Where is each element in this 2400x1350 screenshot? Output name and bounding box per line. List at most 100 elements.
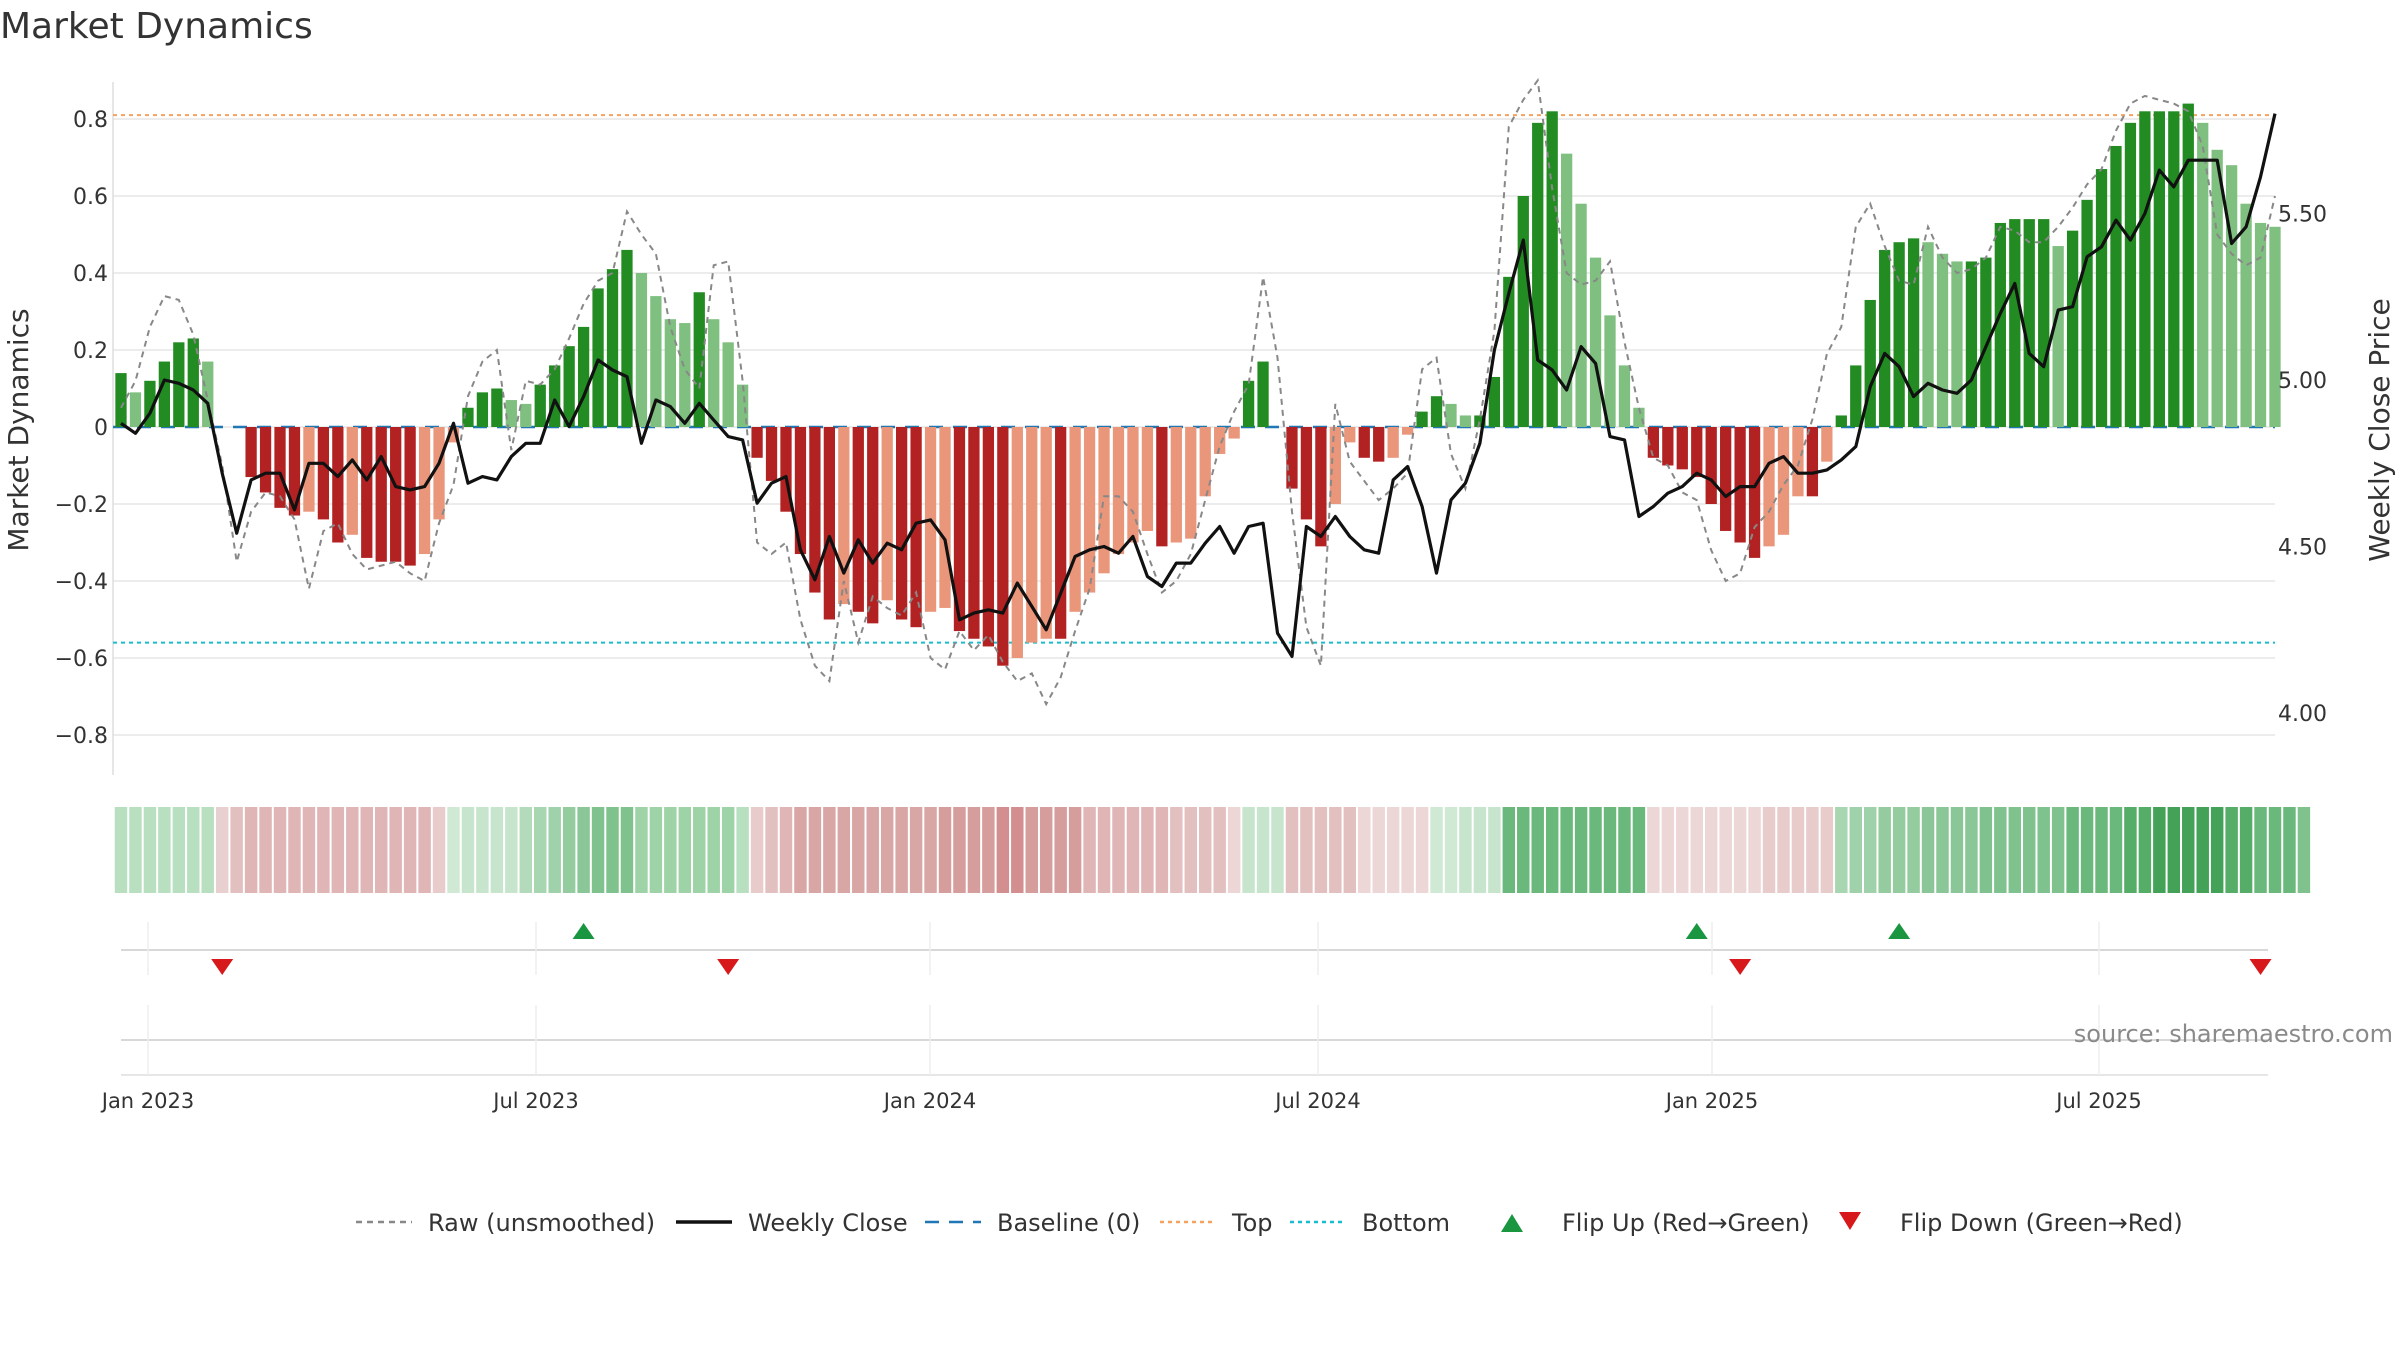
legend-label: Weekly Close <box>748 1209 908 1237</box>
y2-tick-label: 5.50 <box>2278 203 2327 228</box>
market-dynamics-bar <box>2095 169 2108 428</box>
market-dynamics-bar <box>1734 427 1746 543</box>
market-dynamics-bar <box>1850 365 1862 427</box>
market-dynamics-bar <box>433 427 445 520</box>
flip-down-marker <box>211 959 234 975</box>
market-dynamics-bar <box>1922 242 1934 427</box>
strip-cell <box>1531 807 1544 893</box>
market-dynamics-bar <box>2269 226 2281 427</box>
market-dynamics-bar <box>1257 361 1269 427</box>
market-dynamics-bar <box>2023 219 2035 427</box>
y-tick-label: 0 <box>94 416 108 441</box>
strip-cell <box>1068 807 1082 893</box>
strip-cell <box>996 807 1010 893</box>
market-dynamics-bar <box>1980 257 1992 427</box>
date-axis: Jan 2023 Jul 2023 Jan 2024 Jul 2024 Jan 2025… <box>100 1089 2142 1113</box>
market-dynamics-bar <box>1879 249 1891 427</box>
strip-cell <box>1777 807 1790 893</box>
strip-cell <box>2095 807 2108 893</box>
market-dynamics-bar <box>418 427 431 555</box>
market-dynamics-bar <box>1228 427 1240 439</box>
market-dynamics-bar <box>635 273 648 427</box>
market-dynamics-bar <box>1069 427 1081 612</box>
market-dynamics-bar <box>1806 427 1819 497</box>
strip-cell <box>1386 807 1400 893</box>
market-dynamics-bar <box>1517 196 1529 427</box>
strip-cell <box>938 807 952 893</box>
strip-cell <box>1820 807 1834 893</box>
strip-cell <box>1994 807 2007 893</box>
market-dynamics-bar <box>332 427 344 543</box>
flip-up-marker <box>1888 923 1911 939</box>
strip-cell <box>2225 807 2238 893</box>
market-dynamics-bar <box>2225 165 2238 427</box>
strip-cell <box>1936 807 1949 893</box>
market-dynamics-bar <box>1170 427 1182 543</box>
strip-cell <box>244 807 258 893</box>
market-dynamics-bar <box>867 427 879 624</box>
market-dynamics-bar <box>361 427 373 558</box>
strip-cell <box>2080 807 2094 893</box>
strip-cell <box>1271 807 1284 893</box>
market-dynamics-bar <box>2081 199 2093 427</box>
market-dynamics-bar <box>1445 403 1457 427</box>
strip-cell <box>1473 807 1487 893</box>
strip-cell <box>1676 807 1689 893</box>
market-dynamics-bar <box>939 427 951 608</box>
strip-cell <box>1054 807 1067 893</box>
strip-cell <box>1242 807 1255 893</box>
strip-cell <box>1430 807 1443 893</box>
market-dynamics-bar <box>1705 427 1717 504</box>
strip-cell <box>808 807 822 893</box>
market-dynamics-bar <box>346 427 358 535</box>
market-dynamics-bar <box>1329 427 1341 504</box>
bar-series <box>115 103 2281 666</box>
market-dynamics-bar <box>1344 427 1356 443</box>
market-dynamics-bar <box>1459 415 1472 427</box>
strip-cell <box>1661 807 1675 893</box>
market-dynamics-bar <box>1199 427 1211 497</box>
market-dynamics-bar <box>2240 203 2252 427</box>
market-dynamics-bar <box>1647 427 1660 458</box>
flip-up-marker <box>1685 923 1708 939</box>
market-dynamics-bar <box>896 427 908 620</box>
y-tick-label: −0.2 <box>55 493 108 518</box>
market-dynamics-bar <box>2153 111 2165 428</box>
strip-cell <box>1733 807 1747 893</box>
market-dynamics-bar <box>1098 427 1110 574</box>
market-dynamics-bar <box>823 427 836 620</box>
market-dynamics-bar <box>1777 427 1790 535</box>
strip-cell <box>215 807 229 893</box>
market-dynamics-bar <box>1763 427 1775 547</box>
reference-lines <box>113 114 2275 644</box>
strip-cell <box>1574 807 1588 893</box>
market-dynamics-bar <box>1618 365 1631 427</box>
market-dynamics-bar <box>1821 427 1833 462</box>
strip-cell <box>114 807 128 893</box>
strip-cell <box>852 807 865 893</box>
market-dynamics-bar <box>115 373 127 427</box>
legend-label: Baseline (0) <box>997 1209 1140 1237</box>
strip-cell <box>620 807 634 893</box>
strip-cell <box>1618 807 1631 893</box>
strip-cell <box>2008 807 2022 893</box>
strip-cell <box>1314 807 1328 893</box>
y-tick-label: −0.8 <box>55 724 108 749</box>
market-dynamics-bar <box>1748 427 1761 558</box>
market-dynamics-bar <box>303 427 315 512</box>
market-dynamics-bar <box>650 296 662 427</box>
strip-cell <box>1358 807 1371 893</box>
market-dynamics-bar <box>664 319 676 427</box>
market-dynamics-bar <box>2254 222 2267 427</box>
x-tick-label: Jan 2023 <box>100 1089 195 1113</box>
market-dynamics-bar <box>158 361 171 427</box>
strip-cell <box>1835 807 1848 893</box>
y2-tick-label: 5.00 <box>2278 369 2327 394</box>
strip-cell <box>1488 807 1501 893</box>
strip-cell <box>1097 807 1111 893</box>
market-dynamics-bar <box>1242 380 1255 427</box>
strip-cell <box>548 807 561 893</box>
strip-cell <box>490 807 504 893</box>
strip-cell <box>2153 807 2166 893</box>
strip-cell <box>649 807 663 893</box>
